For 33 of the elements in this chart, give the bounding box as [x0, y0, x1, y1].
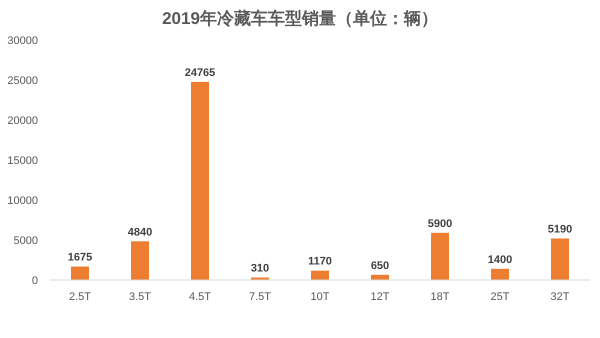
y-tick-label: 15000 — [7, 155, 38, 167]
data-label: 1675 — [68, 252, 92, 264]
x-tick-label: 12T — [370, 291, 390, 303]
data-label: 310 — [250, 262, 270, 275]
y-tick-label: 25000 — [7, 75, 38, 87]
bar — [311, 270, 329, 280]
data-label: 650 — [370, 260, 390, 272]
data-label: 1170 — [308, 256, 332, 268]
x-tick-label: 4.5T — [188, 291, 212, 303]
y-tick-label: 10000 — [7, 195, 38, 207]
x-tick-label: 32T — [550, 291, 570, 303]
x-tick-label: 2.5T — [68, 291, 92, 303]
x-tick-label: 3.5T — [128, 291, 152, 303]
data-label: 5900 — [428, 218, 452, 230]
bar — [431, 232, 449, 280]
data-label: 5190 — [548, 223, 572, 236]
bar — [491, 268, 509, 280]
x-tick-label: 7.5T — [248, 291, 272, 303]
y-tick-label: 5000 — [14, 235, 38, 247]
bar — [131, 241, 149, 280]
bar — [71, 266, 89, 280]
y-tick-label: 0 — [32, 275, 38, 287]
bar — [551, 238, 569, 280]
data-label: 24765 — [184, 66, 216, 79]
x-tick-label: 18T — [430, 291, 450, 303]
data-label: 1400 — [488, 254, 512, 266]
y-tick-label: 20000 — [7, 115, 38, 127]
bar — [191, 82, 209, 280]
y-tick-label: 30000 — [7, 35, 38, 47]
x-tick-label: 25T — [490, 291, 510, 303]
data-label: 4840 — [128, 226, 152, 238]
x-tick-label: 10T — [310, 291, 330, 303]
chart-title: 2019年冷藏车车型销量（单位：辆） — [162, 9, 438, 28]
